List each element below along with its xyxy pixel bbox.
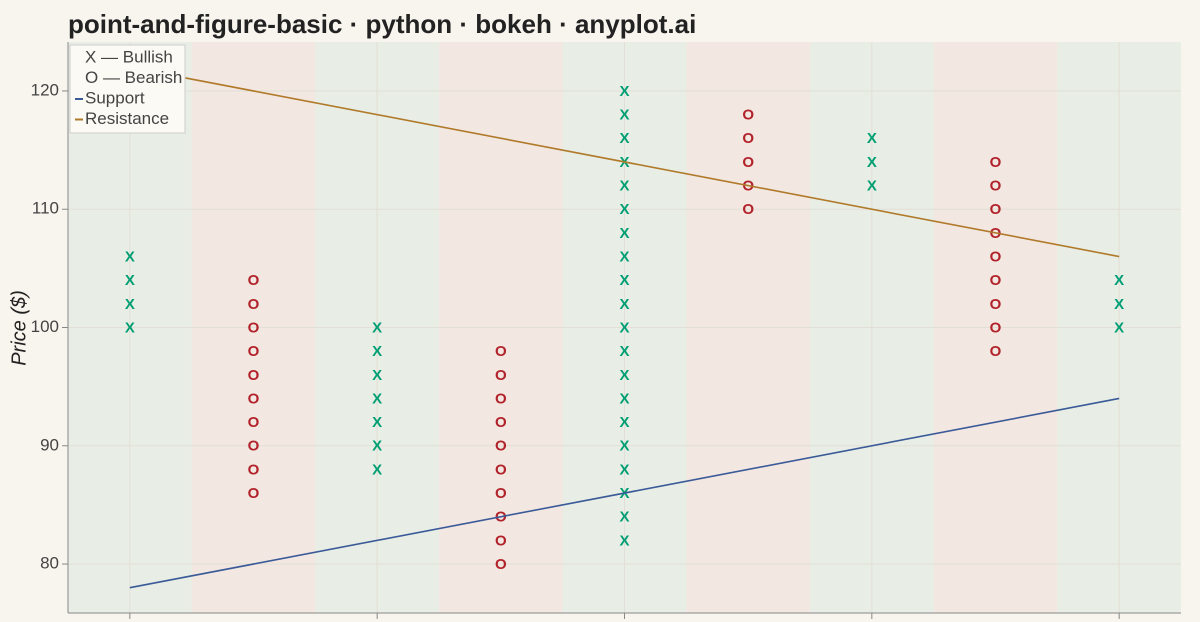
box-marker: X bbox=[372, 343, 382, 360]
box-marker: X bbox=[867, 130, 877, 147]
box-marker: X bbox=[619, 178, 629, 195]
box-marker: O bbox=[990, 319, 1002, 336]
box-marker: X bbox=[619, 249, 629, 266]
box-marker: O bbox=[990, 201, 1002, 218]
box-marker: X bbox=[619, 509, 629, 526]
box-marker: X bbox=[372, 367, 382, 384]
box-marker: O bbox=[742, 154, 754, 171]
box-marker: O bbox=[990, 249, 1002, 266]
box-marker: X bbox=[619, 438, 629, 455]
box-marker: O bbox=[990, 178, 1002, 195]
legend-label: Resistance bbox=[85, 109, 169, 128]
legend-label: Support bbox=[85, 88, 145, 107]
box-marker: X bbox=[619, 225, 629, 242]
box-marker: X bbox=[619, 296, 629, 313]
x-tick-label: 8 bbox=[1114, 620, 1123, 622]
x-tick-label: 2 bbox=[372, 620, 381, 622]
box-marker: X bbox=[619, 319, 629, 336]
box-marker: X bbox=[619, 107, 629, 124]
box-marker: X bbox=[619, 390, 629, 407]
box-marker: O bbox=[248, 414, 260, 431]
box-marker: O bbox=[495, 390, 507, 407]
box-marker: X bbox=[619, 343, 629, 360]
box-marker: X bbox=[619, 130, 629, 147]
box-marker: O bbox=[990, 296, 1002, 313]
box-marker: X bbox=[1114, 272, 1124, 289]
box-marker: O bbox=[495, 343, 507, 360]
legend-box bbox=[69, 44, 186, 134]
box-marker: O bbox=[495, 438, 507, 455]
y-tick-label: 80 bbox=[40, 554, 59, 573]
y-axis-label: Price ($) bbox=[8, 290, 30, 366]
x-tick-label: 6 bbox=[867, 620, 876, 622]
marks: XXXXOOOOOOOOOOXXXXXXXOOOOOOOOOOXXXXXXXXX… bbox=[125, 66, 1124, 589]
box-marker: O bbox=[990, 154, 1002, 171]
box-marker: X bbox=[619, 83, 629, 100]
box-marker: X bbox=[867, 154, 877, 171]
box-marker: O bbox=[495, 556, 507, 573]
box-marker: X bbox=[372, 461, 382, 478]
box-marker: O bbox=[248, 438, 260, 455]
box-marker: X bbox=[372, 438, 382, 455]
box-marker: O bbox=[248, 485, 260, 502]
box-marker: X bbox=[619, 201, 629, 218]
box-marker: X bbox=[619, 461, 629, 478]
box-marker: O bbox=[742, 201, 754, 218]
box-marker: O bbox=[248, 319, 260, 336]
box-marker: O bbox=[248, 343, 260, 360]
box-marker: O bbox=[248, 461, 260, 478]
y-tick-label: 90 bbox=[40, 435, 59, 454]
box-marker: X bbox=[125, 272, 135, 289]
box-marker: O bbox=[742, 130, 754, 147]
box-marker: X bbox=[372, 319, 382, 336]
box-marker: X bbox=[372, 390, 382, 407]
box-marker: X bbox=[867, 178, 877, 195]
box-marker: X bbox=[125, 296, 135, 313]
box-marker: O bbox=[248, 390, 260, 407]
x-tick-label: 4 bbox=[620, 620, 629, 622]
box-marker: X bbox=[619, 532, 629, 549]
trend-line bbox=[129, 397, 1120, 589]
box-marker: O bbox=[248, 272, 260, 289]
y-tick-label: 100 bbox=[31, 317, 59, 336]
y-tick-label: 110 bbox=[32, 199, 59, 218]
box-marker: X bbox=[125, 249, 135, 266]
box-marker: O bbox=[495, 414, 507, 431]
trend-line bbox=[129, 66, 1120, 258]
box-marker: X bbox=[619, 414, 629, 431]
box-marker: O bbox=[495, 461, 507, 478]
legend-label: O — Bearish bbox=[85, 68, 182, 87]
box-marker: X bbox=[125, 319, 135, 336]
y-tick-label: 120 bbox=[31, 80, 59, 99]
chart-title: point-and-figure-basic · python · bokeh … bbox=[68, 9, 696, 39]
legend-label: X — Bullish bbox=[85, 47, 173, 66]
box-marker: X bbox=[1114, 319, 1124, 336]
box-marker: O bbox=[248, 367, 260, 384]
box-marker: O bbox=[495, 485, 507, 502]
box-marker: O bbox=[248, 296, 260, 313]
box-marker: O bbox=[990, 272, 1002, 289]
x-tick-label: 0 bbox=[125, 620, 134, 622]
box-marker: X bbox=[1114, 296, 1124, 313]
box-marker: O bbox=[495, 532, 507, 549]
box-marker: X bbox=[372, 414, 382, 431]
box-marker: O bbox=[742, 107, 754, 124]
box-marker: O bbox=[990, 343, 1002, 360]
box-marker: X bbox=[619, 272, 629, 289]
box-marker: O bbox=[495, 367, 507, 384]
box-marker: X bbox=[619, 367, 629, 384]
